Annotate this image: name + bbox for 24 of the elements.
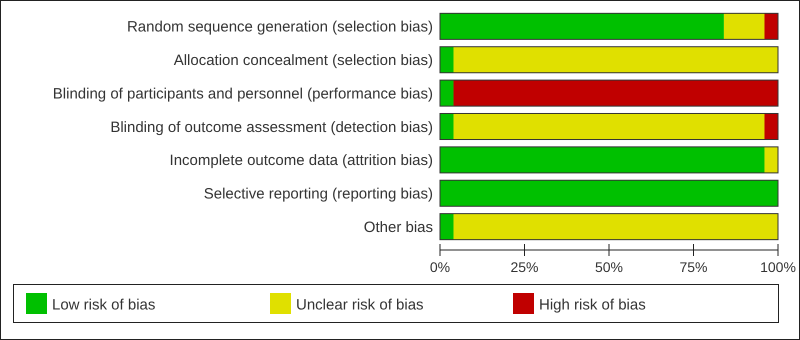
bar (440, 46, 454, 73)
y-tick-label: Blinding of outcome assessment (detection bias) (110, 118, 433, 136)
x-tick-label: 0% (430, 259, 450, 275)
y-tick-label: Blinding of participants and personnel (performance bias) (52, 85, 433, 102)
y-tick-label: Other bias (364, 218, 433, 236)
y-tick-label: Allocation concealment (selection bias) (174, 52, 433, 69)
legend-label: High risk of bias (539, 296, 646, 314)
legend-label: Unclear risk of bias (296, 296, 424, 314)
bar (724, 13, 764, 40)
x-tick-label: 25% (510, 259, 539, 275)
y-tick-label: Random sequence generation (selection bias) (126, 18, 433, 36)
bar (764, 13, 778, 40)
x-tick-label: 75% (679, 259, 708, 275)
x-tick-label: 50% (594, 259, 624, 275)
bar (764, 146, 778, 173)
legend-label: Low risk of bias (52, 296, 156, 314)
y-tick-label: Incomplete outcome data (attrition bias) (170, 152, 434, 170)
bar (764, 113, 778, 140)
y-tick-label: Selective reporting (reporting bias) (204, 186, 433, 203)
x-tick-label: 100% (760, 259, 796, 275)
bar (440, 13, 724, 40)
bar (440, 214, 454, 240)
bar (440, 80, 454, 106)
bar (440, 113, 454, 140)
